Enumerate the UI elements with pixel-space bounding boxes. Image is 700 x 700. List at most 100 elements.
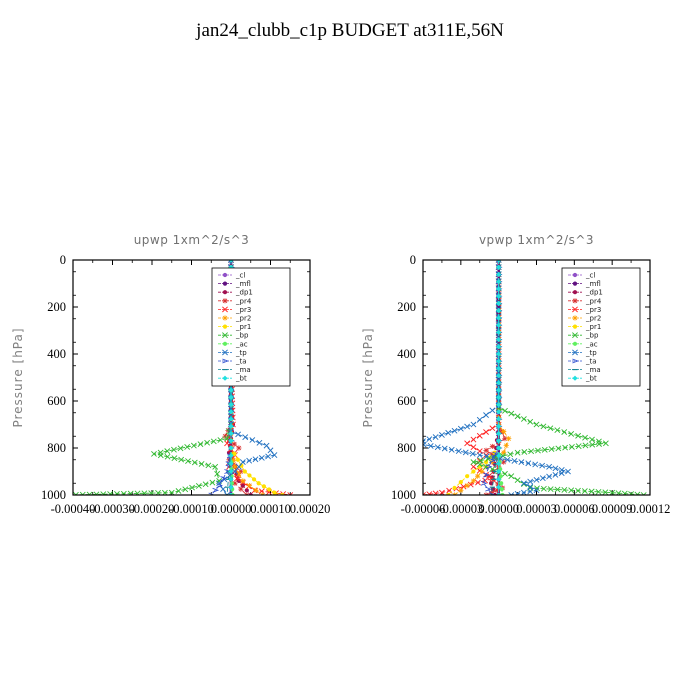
legend-swatch-marker [222,290,228,295]
data-point [249,437,256,443]
data-point [195,483,202,489]
data-point [496,423,502,429]
data-point [184,444,191,450]
data-point [107,491,114,495]
series-group [423,260,647,495]
legend-label: _tp [235,349,247,357]
data-point [558,470,565,477]
data-point [120,490,127,495]
data-point [210,438,217,445]
data-point [157,452,164,459]
data-point [267,487,272,492]
y-tick-label: 400 [397,347,416,361]
legend-label: _bt [235,375,247,383]
panel-title: upwp 1xm^2/s^3 [134,233,250,247]
data-point [228,387,234,393]
data-point [496,260,502,263]
data-point [489,458,496,463]
data-point [235,431,242,438]
data-point [518,459,525,466]
data-point [457,425,464,432]
data-point [127,490,134,495]
data-point [540,485,547,492]
legend-label: _dp1 [235,289,253,297]
data-point [228,453,234,459]
data-point [501,459,507,465]
data-point [489,443,495,450]
data-point [235,457,241,462]
data-point [496,315,502,321]
data-point [217,437,224,443]
data-point [236,445,242,451]
legend-label: _pr2 [235,315,251,323]
data-point [535,447,541,454]
y-tick-label: 600 [47,394,66,408]
data-point [496,468,502,475]
data-point [256,439,263,446]
data-point [471,469,476,474]
legend-swatch-marker [222,306,228,313]
data-point [470,463,477,470]
data-point [628,491,635,495]
data-point [496,430,502,437]
legend-label: _pr4 [235,297,252,305]
legend-label: _ta [235,358,247,366]
legend-label: _pr1 [235,323,251,331]
data-point [501,428,507,435]
data-point [432,490,439,495]
data-point [265,453,272,460]
data-point [480,480,488,486]
data-point [498,474,503,479]
data-point [495,481,501,487]
data-point [476,452,483,458]
y-axis-title: Pressure [hPa] [361,327,375,427]
data-point [470,444,477,451]
data-point [261,484,267,489]
data-point [229,481,234,486]
data-point [462,449,469,456]
x-tick-label: 0.00009 [592,502,633,516]
legend-label: _bp [235,332,249,340]
data-point [209,479,216,486]
data-point [224,492,230,495]
data-point [175,488,182,494]
data-point [470,421,477,428]
legend-label: _cl [235,272,245,280]
data-point [231,441,237,447]
data-point [496,300,502,306]
data-point [178,456,185,463]
data-point [554,486,561,493]
data-point [533,476,540,483]
plot-frame [422,259,651,496]
data-point [483,453,490,460]
data-point [502,470,508,477]
legend-swatch-marker [572,281,578,286]
data-point [191,459,198,466]
data-point [228,484,234,490]
data-point [465,474,470,479]
data-point [489,451,495,457]
data-point [448,446,455,453]
legend-swatch-marker [222,349,228,356]
data-point [495,369,502,376]
data-point [141,490,148,495]
data-point [621,490,628,495]
data-point [168,489,175,495]
data-point [496,394,502,400]
data-point [475,479,481,486]
data-point [445,429,452,436]
data-point [539,462,546,469]
x-tick-label: 0.00000 [211,502,252,516]
data-point [496,279,502,285]
data-point [496,461,502,467]
data-point [496,293,502,299]
data-point [568,443,575,450]
data-point [134,490,141,495]
y-axis-title: Pressure [hPa] [11,327,25,427]
data-point [546,473,553,480]
data-point [520,489,527,495]
data-point [426,436,433,443]
data-point [252,456,259,463]
data-point [581,488,588,495]
